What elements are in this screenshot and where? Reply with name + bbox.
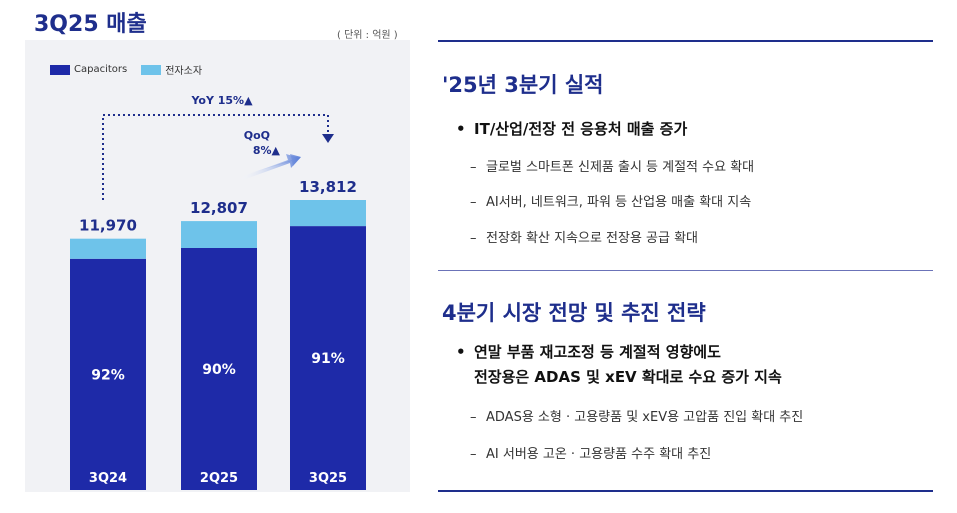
qoq-arrow [240, 154, 301, 176]
dash-mark: – [470, 231, 477, 246]
bar-capacitors-2Q25 [181, 247, 257, 490]
middle-rule [438, 270, 933, 271]
section2-sub-0: – ADAS용 소형 · 고용량품 및 xEV용 고압품 진입 확대 추진 [470, 406, 803, 425]
section1-sub-1: – AI서버, 네트워크, 파워 등 산업용 매출 확대 지속 [470, 191, 751, 210]
bottom-rule [438, 490, 933, 492]
section2-bullet-line1: • 연말 부품 재고조정 등 계절적 영향에도 [456, 340, 782, 365]
section2-bullet-line2-text: 전장용은 ADAS 및 xEV 확대로 수요 증가 지속 [474, 368, 782, 386]
bullet-mark: • [456, 120, 466, 138]
dash-mark: – [470, 410, 477, 425]
qoq-arrow-body [238, 154, 300, 181]
legend-item-capacitors: Capacitors [50, 64, 127, 75]
section1-bullet-text: IT/산업/전장 전 응용처 매출 증가 [474, 120, 688, 138]
share-label-3Q24: 92% [91, 367, 125, 383]
legend-item-electronic-devices: 전자소자 [141, 62, 202, 77]
bullet-mark: • [456, 343, 466, 361]
share-label-2Q25: 90% [202, 362, 236, 378]
dash-mark: – [470, 160, 477, 175]
legend-label-capacitors: Capacitors [74, 64, 128, 75]
legend-swatch-capacitors [50, 64, 70, 75]
section1-sub-2-text: 전장화 확산 지속으로 전장용 공급 확대 [486, 231, 699, 246]
dash-mark: – [470, 447, 477, 462]
total-label-3Q25: 13,812 [299, 178, 357, 196]
share-label-3Q25: 91% [311, 351, 345, 367]
qoq-label-2: 8%▲ [253, 144, 281, 157]
yoy-bracket [102, 114, 329, 200]
category-label-3Q24: 3Q24 [89, 471, 127, 486]
qoq-label-1: QoQ [244, 129, 270, 142]
section2-bullet-line2: 전장용은 ADAS 및 xEV 확대로 수요 증가 지속 [456, 365, 782, 390]
chart-legend: Capacitors 전자소자 [50, 62, 216, 77]
dash-mark: – [470, 195, 477, 210]
bar-electronic-devices-3Q24 [70, 238, 146, 259]
bar-electronic-devices-3Q25 [290, 200, 366, 227]
section2-sub-0-text: ADAS용 소형 · 고용량품 및 xEV용 고압품 진입 확대 추진 [486, 410, 804, 425]
section2-bullet: • 연말 부품 재고조정 등 계절적 영향에도 전장용은 ADAS 및 xEV 확… [456, 340, 782, 390]
bar-capacitors-3Q25 [290, 226, 366, 490]
section1-bullet: • IT/산업/전장 전 응용처 매출 증가 [456, 117, 687, 142]
section1-sub-1-text: AI서버, 네트워크, 파워 등 산업용 매출 확대 지속 [486, 195, 752, 210]
section2-sub-1-text: AI 서버용 고온 · 고용량품 수주 확대 추진 [486, 447, 712, 462]
category-label-3Q25: 3Q25 [309, 471, 347, 486]
unit-label: ( 단위 : 억원 ) [337, 30, 398, 41]
section2-bullet-line1-text: 연말 부품 재고조정 등 계절적 영향에도 [474, 343, 721, 361]
yoy-arrow-head [322, 134, 334, 143]
total-label-2Q25: 12,807 [190, 199, 248, 217]
section1-sub-0: – 글로벌 스마트폰 신제품 출시 등 계절적 수요 확대 [470, 156, 754, 175]
category-label-2Q25: 2Q25 [200, 471, 238, 486]
section1-sub-2: – 전장화 확산 지속으로 전장용 공급 확대 [470, 227, 698, 246]
section1-sub-0-text: 글로벌 스마트폰 신제품 출시 등 계절적 수요 확대 [486, 160, 755, 175]
chart-title: 3Q25 매출 [34, 12, 147, 37]
legend-swatch-electronic-devices [141, 64, 162, 75]
yoy-label: YoY 15%▲ [190, 94, 253, 107]
section2-title: 4분기 시장 전망 및 추진 전략 [442, 301, 706, 325]
section2-sub-1: – AI 서버용 고온 · 고용량품 수주 확대 추진 [470, 443, 711, 462]
bar-capacitors-3Q24 [70, 258, 146, 490]
section1-title: '25년 3분기 실적 [442, 73, 604, 97]
total-label-3Q24: 11,970 [79, 217, 137, 235]
legend-label-electronic-devices: 전자소자 [165, 66, 203, 77]
top-rule [438, 40, 933, 42]
bar-electronic-devices-2Q25 [181, 221, 257, 248]
